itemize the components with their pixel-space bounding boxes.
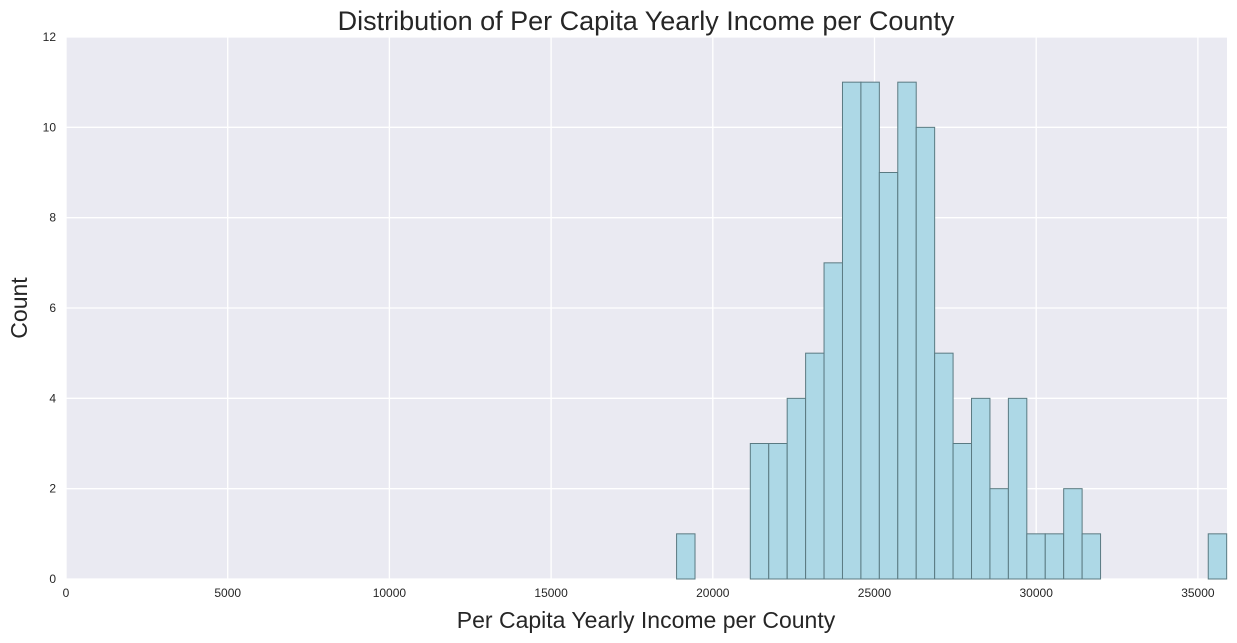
x-tick-label: 25000 [858, 586, 892, 600]
histogram-bar [1063, 488, 1083, 580]
histogram-bar [934, 352, 954, 580]
histogram-bar [989, 488, 1009, 580]
histogram-bar [823, 262, 843, 580]
x-tick-label: 5000 [214, 586, 241, 600]
x-tick-label: 20000 [696, 586, 730, 600]
histogram-bar [841, 81, 862, 580]
x-tick-label: 30000 [1020, 586, 1054, 600]
histogram-bars [676, 81, 1228, 580]
gridlines [65, 36, 1227, 580]
histogram-bar [786, 397, 807, 580]
histogram-bar [1044, 533, 1065, 580]
histogram-bar [1007, 397, 1028, 580]
y-tick-label: 0 [49, 572, 56, 586]
y-tick-label: 10 [43, 120, 57, 134]
x-tick-labels: 0 5000 10000 15000 20000 25000 30000 35000 [63, 586, 1215, 600]
histogram-bar [897, 81, 917, 580]
histogram-bar [952, 443, 973, 580]
histogram-bar [860, 81, 880, 580]
x-tick-label: 0 [63, 586, 70, 600]
histogram-bar [915, 126, 936, 580]
histogram-bar [805, 352, 825, 580]
histogram-bar [1207, 533, 1228, 580]
chart-title: Distribution of Per Capita Yearly Income… [338, 6, 955, 36]
x-axis-title: Per Capita Yearly Income per County [457, 607, 836, 633]
x-tick-label: 10000 [373, 586, 407, 600]
y-axis-title: Count [6, 277, 32, 339]
y-tick-label: 12 [43, 30, 57, 44]
y-tick-label: 2 [49, 482, 56, 496]
histogram-bar [971, 397, 991, 580]
histogram-bar [676, 533, 696, 580]
y-tick-label: 6 [49, 301, 56, 315]
x-tick-label: 35000 [1181, 586, 1215, 600]
histogram-bar [749, 443, 770, 580]
histogram-bar [768, 443, 788, 580]
y-tick-labels: 0 2 4 6 8 10 12 [43, 30, 57, 586]
x-tick-label: 15000 [534, 586, 568, 600]
histogram-bar [1081, 533, 1102, 580]
y-tick-label: 8 [49, 211, 56, 225]
histogram-bar [1026, 533, 1046, 580]
y-tick-label: 4 [49, 391, 56, 405]
histogram-bar [878, 172, 899, 580]
